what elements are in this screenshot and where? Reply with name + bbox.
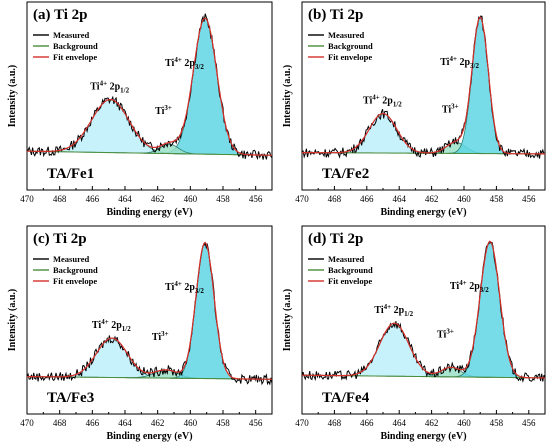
x-tick-label: 458 [490, 418, 504, 428]
panel-ta-fe2: 470 468 466 464 462 460 458 456 Binding energy (… [282, 1, 546, 218]
x-tick-label: 460 [184, 194, 198, 204]
x-tick-label: 460 [457, 194, 471, 204]
panel-title: (a) Ti 2p [33, 7, 87, 23]
sample-label: TA/Fe4 [322, 390, 370, 406]
plot-frame [26, 1, 273, 191]
peak-label: Ti4+ 2p3/2 [440, 55, 479, 70]
x-tick-label: 456 [249, 194, 263, 204]
component-peak [157, 17, 253, 156]
x-axis-label: Binding energy (eV) [106, 207, 192, 218]
component-peak [327, 113, 439, 154]
x-tick-label: 458 [216, 418, 230, 428]
x-tick-label: 470 [295, 194, 309, 204]
sample-label: TA/Fe1 [47, 166, 94, 182]
component-peak [450, 240, 529, 379]
x-tick-label: 466 [86, 194, 100, 204]
y-axis-label: Intensity (a.u.) [282, 65, 293, 128]
legend-entry: Measured [328, 254, 364, 264]
panel-title: (b) Ti 2p [308, 7, 363, 23]
x-tick-label: 456 [249, 418, 263, 428]
plot-frame [301, 1, 546, 191]
peak-label: Ti3+ [442, 103, 459, 116]
plot-frame [26, 225, 273, 415]
x-tick-label: 464 [392, 418, 406, 428]
legend-entry: Background [53, 41, 98, 51]
component-peak [336, 322, 453, 378]
legend-entry: Background [328, 265, 373, 275]
x-tick-label: 464 [118, 418, 132, 428]
x-axis-label: Binding energy (eV) [380, 207, 466, 218]
fit-envelope-line [27, 17, 272, 156]
component-peak [169, 241, 241, 380]
fit-envelope-line [27, 241, 272, 380]
x-tick-label: 456 [522, 418, 536, 428]
panel-title: (d) Ti 2p [308, 231, 363, 247]
peak-label: Ti4+ 2p1/2 [374, 303, 413, 318]
x-tick-label: 466 [360, 418, 374, 428]
x-tick-label: 462 [425, 194, 439, 204]
x-tick-label: 468 [53, 194, 67, 204]
peak-label: Ti4+ 2p1/2 [90, 80, 129, 95]
legend-entry: Measured [328, 30, 364, 40]
x-tick-label: 468 [328, 194, 342, 204]
x-tick-label: 460 [457, 418, 471, 428]
x-tick-label: 458 [216, 194, 230, 204]
sample-label: TA/Fe3 [47, 390, 94, 406]
peak-label: Ti4+ 2p3/2 [165, 56, 204, 71]
panel-ta-fe3: 470 468 466 464 462 460 458 456 Binding energy (… [7, 225, 273, 442]
x-tick-label: 466 [360, 194, 374, 204]
panel-title: (c) Ti 2p [33, 231, 87, 247]
x-tick-label: 468 [328, 418, 342, 428]
y-axis-label: Intensity (a.u.) [7, 289, 18, 352]
sample-label: TA/Fe2 [322, 166, 369, 182]
x-axis-label: Binding energy (eV) [380, 431, 466, 442]
fit-envelope-line [302, 240, 545, 379]
peak-label: Ti3+ [155, 104, 172, 117]
fit-envelope-line [302, 16, 545, 155]
x-tick-label: 470 [20, 418, 34, 428]
peak-label: Ti4+ 2p3/2 [450, 279, 489, 294]
x-tick-label: 456 [522, 194, 536, 204]
legend-entry: Fit envelope [328, 276, 372, 286]
legend-entry: Fit envelope [53, 276, 97, 286]
x-tick-label: 466 [86, 418, 100, 428]
plot-frame [301, 225, 546, 415]
peak-label: Ti3+ [437, 327, 454, 340]
x-tick-label: 458 [490, 194, 504, 204]
x-tick-label: 462 [151, 194, 165, 204]
legend-entry: Background [53, 265, 98, 275]
peak-label: Ti4+ 2p3/2 [165, 280, 204, 295]
y-axis-label: Intensity (a.u.) [282, 289, 293, 352]
legend-entry: Fit envelope [53, 52, 97, 62]
component-peak [447, 17, 513, 155]
x-tick-label: 468 [53, 418, 67, 428]
x-tick-label: 470 [20, 194, 34, 204]
x-tick-label: 460 [184, 418, 198, 428]
x-tick-label: 462 [151, 418, 165, 428]
legend-entry: Background [328, 41, 373, 51]
x-tick-label: 462 [425, 418, 439, 428]
x-tick-label: 464 [392, 194, 406, 204]
panel-ta-fe1: 470 468 466 464 462 460 458 456 Binding energy (… [7, 1, 273, 218]
legend-entry: Measured [53, 30, 89, 40]
y-axis-label: Intensity (a.u.) [7, 65, 18, 128]
background-line [26, 150, 273, 156]
panel-ta-fe4: 470 468 466 464 462 460 458 456 Binding energy (… [282, 225, 546, 442]
x-tick-label: 470 [295, 418, 309, 428]
x-tick-label: 464 [118, 194, 132, 204]
x-axis-label: Binding energy (eV) [106, 431, 192, 442]
legend-entry: Measured [53, 254, 89, 264]
peak-label: Ti3+ [152, 330, 169, 343]
peak-label: Ti4+ 2p1/2 [363, 94, 402, 109]
legend-entry: Fit envelope [328, 52, 372, 62]
peak-label: Ti4+ 2p1/2 [92, 318, 131, 333]
